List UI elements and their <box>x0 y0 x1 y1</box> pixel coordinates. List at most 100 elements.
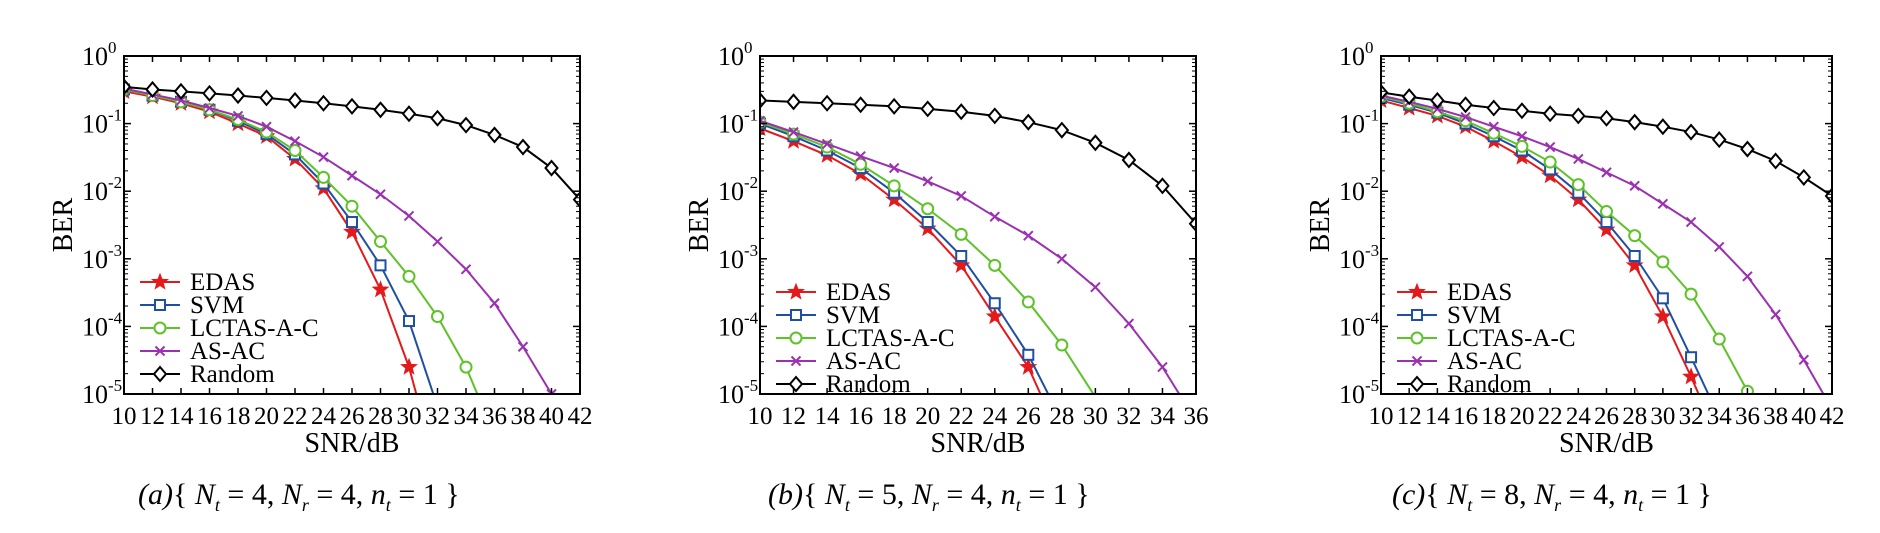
x-tick-label: 40 <box>1791 403 1816 430</box>
data-point <box>517 341 529 352</box>
y-tick-label: 10-2 <box>82 173 122 206</box>
data-point <box>431 310 444 324</box>
data-point <box>1022 348 1035 361</box>
data-point <box>1600 216 1613 229</box>
data-point <box>1599 109 1614 127</box>
y-tick-label: 10-3 <box>718 241 758 274</box>
data-point <box>430 109 445 127</box>
data-point <box>1157 361 1168 373</box>
y-tick-label: 10-5 <box>718 376 758 409</box>
legend-marker <box>1409 375 1425 393</box>
data-point <box>317 170 330 184</box>
data-point <box>374 235 387 249</box>
series-line <box>124 88 435 394</box>
data-point <box>1711 131 1727 149</box>
data-point <box>1770 309 1781 320</box>
data-point <box>401 105 417 123</box>
data-point <box>346 170 358 181</box>
data-point <box>1657 198 1669 210</box>
x-axis-label: SNR/dB <box>305 428 400 459</box>
data-point <box>821 138 833 150</box>
series-random <box>124 78 580 209</box>
x-tick-label: 16 <box>1453 403 1478 430</box>
x-tick-label: 22 <box>949 403 974 430</box>
data-point <box>175 95 187 106</box>
chart-panel-c: 10 12 14 16 18 20 22 24 26 28 30 32 34 36 38 40 42 10-5 10… <box>1305 38 1845 459</box>
data-point <box>1054 121 1070 139</box>
data-point <box>1543 155 1557 169</box>
x-tick-label: 24 <box>982 403 1008 430</box>
data-point <box>1655 118 1671 136</box>
x-tick-label: 36 <box>1184 403 1209 430</box>
x-tick-label: 24 <box>1566 403 1592 430</box>
caption-c-label: (c) <box>1392 478 1426 511</box>
x-tick-label: 20 <box>254 403 279 430</box>
y-tick-label: 100 <box>82 38 117 71</box>
legend-marker <box>154 299 166 311</box>
data-point <box>1514 102 1530 120</box>
data-point <box>345 199 359 213</box>
legend-marker <box>790 355 802 367</box>
series-line <box>760 122 1050 394</box>
data-point <box>1714 241 1725 253</box>
x-tick-label: 24 <box>311 403 337 430</box>
data-point <box>1020 113 1036 131</box>
data-point <box>289 135 301 147</box>
y-tick-label: 10-4 <box>82 308 123 341</box>
data-point <box>853 96 868 114</box>
legend-marker <box>788 375 804 393</box>
data-point <box>375 189 386 200</box>
data-point <box>1488 121 1499 132</box>
x-tick-label: 14 <box>1425 403 1451 430</box>
y-tick-label: 10-1 <box>718 106 758 139</box>
data-point <box>432 236 443 247</box>
x-tick-label: 30 <box>397 403 422 430</box>
data-point <box>544 159 559 177</box>
x-tick-label: 10 <box>112 403 137 430</box>
x-tick-label: 34 <box>454 403 480 430</box>
legend-marker <box>153 321 167 335</box>
data-point <box>403 210 415 222</box>
data-point <box>1123 318 1135 329</box>
data-point <box>402 269 416 283</box>
y-tick-label: 10-1 <box>1339 106 1379 139</box>
data-point <box>1685 216 1697 228</box>
x-tick-label: 12 <box>781 403 806 430</box>
data-point <box>854 157 868 171</box>
data-point <box>1682 367 1701 385</box>
data-point <box>1740 140 1755 158</box>
series-lctas-a-c <box>124 82 479 394</box>
legend-marker <box>790 309 802 321</box>
data-point <box>458 116 474 134</box>
legend-label: AS-AC <box>826 348 901 375</box>
x-tick-label: 26 <box>1594 403 1619 430</box>
legend-label: LCTAS-A-C <box>826 325 955 352</box>
series-svm <box>1381 91 1710 394</box>
data-point <box>1653 307 1672 325</box>
x-tick-label: 22 <box>1538 403 1563 430</box>
x-tick-label: 18 <box>226 403 251 430</box>
data-point <box>1515 139 1529 153</box>
caption-a: (a){ Nt = 4, Nr = 4, nt = 1 } <box>138 478 460 515</box>
data-point <box>318 151 329 163</box>
data-point <box>489 298 500 309</box>
x-tick-label: 28 <box>1049 403 1074 430</box>
legend-label: AS-AC <box>1447 348 1522 375</box>
data-point <box>1796 168 1812 186</box>
y-tick-label: 10-5 <box>82 376 122 409</box>
legend-marker <box>154 345 166 357</box>
legend-label: Random <box>1447 371 1532 398</box>
x-tick-label: 26 <box>1016 403 1041 430</box>
data-point <box>985 307 1004 325</box>
data-point <box>922 176 933 187</box>
data-point <box>819 94 835 112</box>
x-axis-label: SNR/dB <box>931 428 1026 459</box>
data-point <box>1600 205 1613 219</box>
legend-marker <box>1411 355 1423 367</box>
legend-label: SVM <box>1447 302 1501 329</box>
x-tick-label: 14 <box>815 403 841 430</box>
data-point <box>1155 177 1170 195</box>
x-tick-label: 16 <box>848 403 873 430</box>
data-point <box>487 126 502 144</box>
legend-label: LCTAS-A-C <box>190 315 319 342</box>
